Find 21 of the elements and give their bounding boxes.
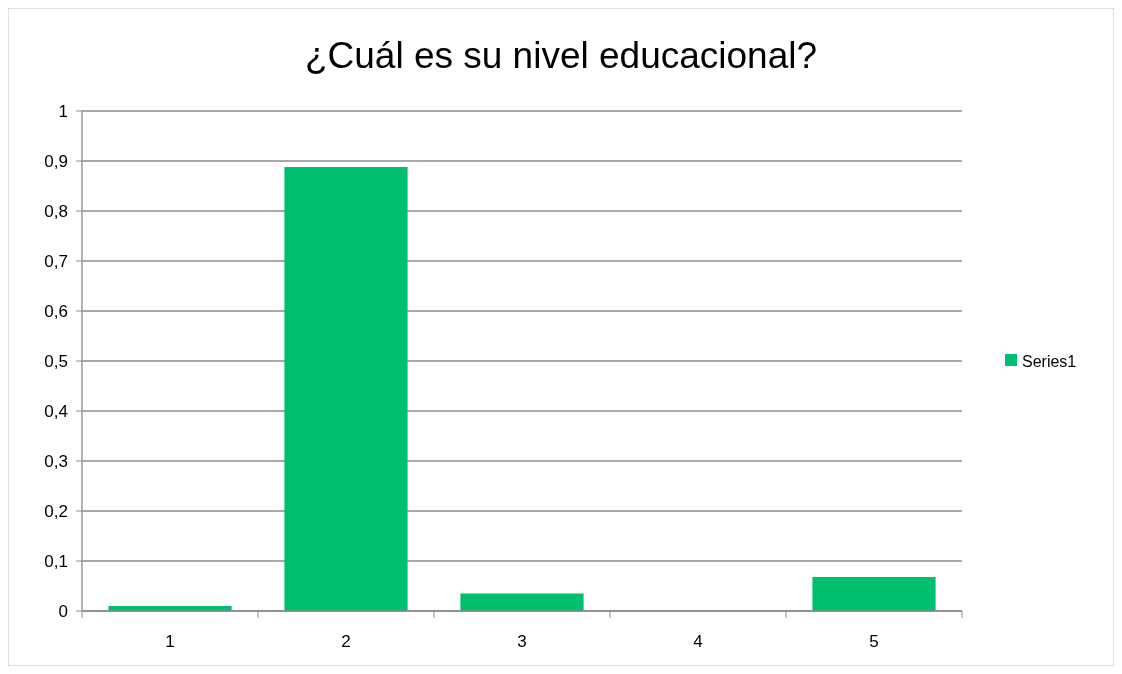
chart-title: ¿Cuál es su nivel educacional? xyxy=(304,35,818,76)
y-tick-label: 0,2 xyxy=(44,501,68,521)
x-tick-label: 5 xyxy=(869,632,879,651)
bar xyxy=(812,577,936,611)
y-tick-label: 0,1 xyxy=(44,551,68,571)
x-tick-label: 4 xyxy=(693,632,703,651)
y-tick-label: 0,5 xyxy=(44,351,68,371)
x-tick-label: 3 xyxy=(517,632,527,651)
x-tick-label: 1 xyxy=(165,632,175,651)
bar xyxy=(460,593,584,611)
y-tick-label: 1 xyxy=(58,101,68,121)
y-tick-label: 0,9 xyxy=(44,151,68,171)
legend-label: Series1 xyxy=(1022,352,1077,370)
y-tick-label: 0 xyxy=(58,601,68,621)
y-tick-label: 0,6 xyxy=(44,301,68,321)
x-tick-label: 2 xyxy=(341,632,351,651)
y-tick-label: 0,8 xyxy=(44,201,68,221)
y-tick-label: 0,7 xyxy=(44,251,68,271)
y-tick-label: 0,3 xyxy=(44,451,68,471)
y-tick-label: 0,4 xyxy=(44,401,68,421)
bar xyxy=(284,167,408,611)
